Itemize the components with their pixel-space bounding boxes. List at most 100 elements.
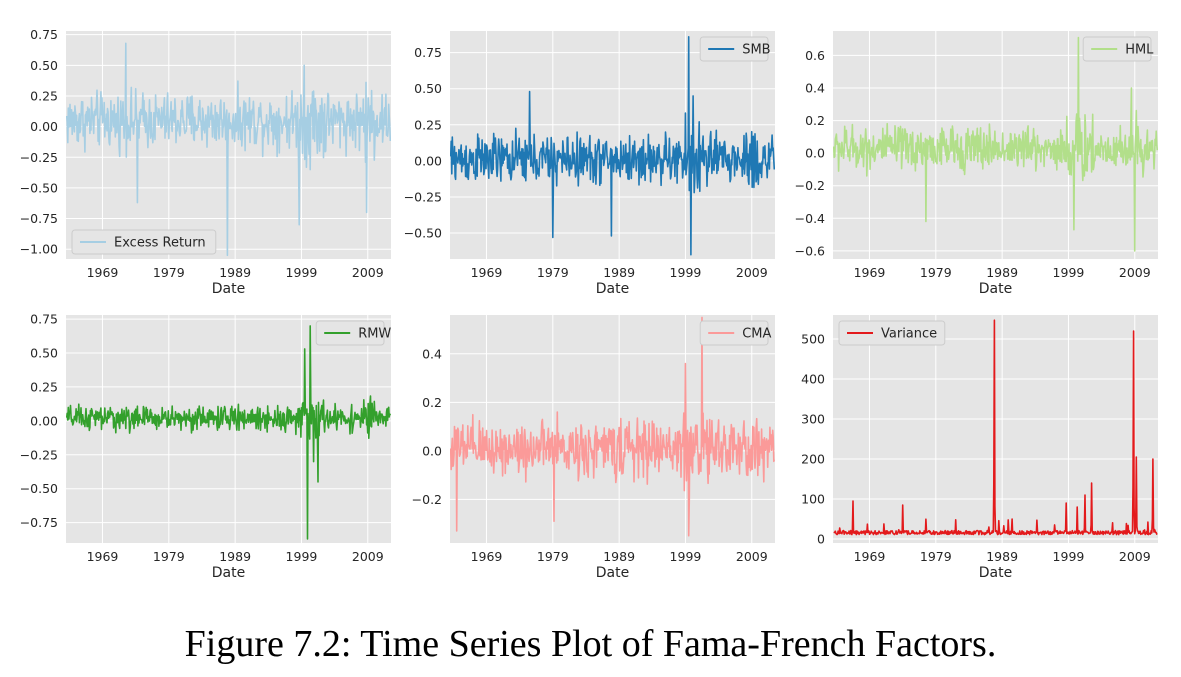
x-tick-label: 2009 [1119, 265, 1151, 280]
y-tick-label: 0.00 [30, 119, 58, 134]
series-line [450, 316, 775, 537]
x-tick-label: 1979 [537, 549, 569, 564]
y-tick-label: 0.50 [30, 58, 58, 73]
x-axis-label: Date [979, 281, 1012, 297]
chart-panel-cma: 0.4 0.2 0.0 −0.2 1969 1979 1989 1999 2009 Date CMA [412, 315, 775, 581]
x-tick-label: 1999 [1053, 549, 1085, 564]
x-tick-label: 1999 [286, 549, 318, 564]
y-tick-label: −0.2 [795, 178, 825, 193]
chart-panel-smb: 0.75 0.50 0.25 0.00 −0.25 −0.50 1969 1979 1989 19… [404, 31, 775, 297]
y-tick-label: 500 [801, 332, 825, 347]
x-tick-label: 2009 [736, 265, 768, 280]
figure-caption: Figure 7.2: Time Series Plot of Fama-Fre… [184, 623, 997, 665]
x-tick-label: 2009 [352, 549, 384, 564]
y-tick-label: −0.50 [404, 226, 442, 241]
chart-panel-rmw: 0.75 0.50 0.25 0.00 −0.25 −0.50 −0.75 1969 1979 1… [20, 312, 392, 581]
x-tick-label: 1999 [670, 265, 702, 280]
y-tick-label: 200 [801, 452, 825, 467]
y-tick-label: 100 [801, 492, 825, 507]
x-tick-label: 1969 [87, 549, 119, 564]
y-tick-label: 0.6 [805, 48, 825, 63]
x-tick-label: 2009 [736, 549, 768, 564]
x-tick-label: 1989 [219, 549, 251, 564]
x-axis-label: Date [212, 565, 245, 581]
x-tick-label: 1979 [153, 265, 185, 280]
x-axis-label: Date [596, 565, 629, 581]
x-axis-label: Date [596, 281, 629, 297]
y-tick-label: 0.25 [30, 88, 58, 103]
series-line [833, 36, 1158, 252]
x-axis-label: Date [212, 281, 245, 297]
y-tick-label: −1.00 [20, 242, 58, 257]
x-tick-label: 1969 [854, 265, 886, 280]
y-tick-label: −0.25 [20, 150, 58, 165]
x-tick-label: 1979 [920, 549, 952, 564]
plot-area [450, 31, 775, 259]
legend-label: HML [1125, 43, 1154, 58]
x-tick-label: 1999 [1053, 265, 1085, 280]
x-tick-label: 1989 [219, 265, 251, 280]
y-tick-label: 400 [801, 372, 825, 387]
y-tick-label: 0.2 [422, 395, 442, 410]
x-tick-label: 1989 [986, 549, 1018, 564]
y-tick-label: 0.25 [30, 379, 58, 394]
legend-label: Excess Return [114, 236, 206, 251]
legend: Variance [838, 320, 946, 346]
y-tick-label: 300 [801, 412, 825, 427]
x-tick-label: 1989 [986, 265, 1018, 280]
y-tick-label: −0.2 [412, 492, 442, 507]
x-tick-label: 1999 [670, 549, 702, 564]
y-tick-label: −0.50 [20, 481, 58, 496]
legend-box [71, 229, 217, 255]
y-tick-label: 0.2 [805, 113, 825, 128]
x-tick-label: 1979 [153, 549, 185, 564]
legend-label: SMB [742, 43, 770, 58]
series-line [450, 36, 775, 256]
y-tick-label: 0.00 [414, 153, 442, 168]
series-line [66, 42, 391, 257]
plot-area [66, 315, 391, 543]
series-line [833, 319, 1158, 536]
y-tick-label: 0.4 [805, 81, 825, 96]
y-tick-label: 0.0 [422, 443, 442, 458]
legend: RMW [315, 320, 391, 346]
y-tick-label: 0.75 [414, 45, 442, 60]
x-tick-label: 1999 [286, 265, 318, 280]
chart-panel-variance: 500 400 300 200 100 0 1969 1979 1989 1999 2009 Date… [801, 315, 1158, 581]
y-tick-label: −0.25 [404, 189, 442, 204]
y-tick-label: −0.75 [20, 515, 58, 530]
legend: SMB [699, 36, 771, 62]
chart-panel-excess-return: 0.75 0.50 0.25 0.00 −0.25 −0.50 −0.75 −1.00 1969… [20, 27, 391, 297]
y-tick-label: −0.4 [795, 211, 825, 226]
x-tick-label: 1979 [537, 265, 569, 280]
legend: CMA [699, 320, 771, 346]
x-tick-label: 1969 [471, 265, 503, 280]
x-tick-label: 1969 [471, 549, 503, 564]
y-tick-label: 0.00 [30, 413, 58, 428]
y-tick-label: 0.50 [30, 346, 58, 361]
legend-label: CMA [742, 327, 771, 342]
y-tick-label: 0.0 [805, 146, 825, 161]
y-tick-label: −0.50 [20, 180, 58, 195]
legend-label: Variance [881, 327, 937, 342]
legend-label: RMW [358, 327, 391, 342]
x-tick-label: 1969 [854, 549, 886, 564]
series-line [66, 325, 391, 540]
y-tick-label: −0.25 [20, 447, 58, 462]
y-tick-label: 0 [817, 532, 825, 547]
y-tick-label: 0.4 [422, 346, 442, 361]
x-tick-label: 2009 [352, 265, 384, 280]
y-tick-label: 0.50 [414, 81, 442, 96]
y-tick-label: 0.75 [30, 312, 58, 327]
x-tick-label: 2009 [1119, 549, 1151, 564]
legend-box [838, 320, 946, 346]
y-tick-label: 0.25 [414, 117, 442, 132]
x-axis-label: Date [979, 565, 1012, 581]
legend: Excess Return [71, 229, 217, 255]
x-tick-label: 1979 [920, 265, 952, 280]
chart-panel-hml: 0.6 0.4 0.2 0.0 −0.2 −0.4 −0.6 1969 1979 1989 1999… [795, 31, 1158, 297]
y-tick-label: −0.75 [20, 211, 58, 226]
x-tick-label: 1989 [603, 265, 635, 280]
x-tick-label: 1969 [87, 265, 119, 280]
